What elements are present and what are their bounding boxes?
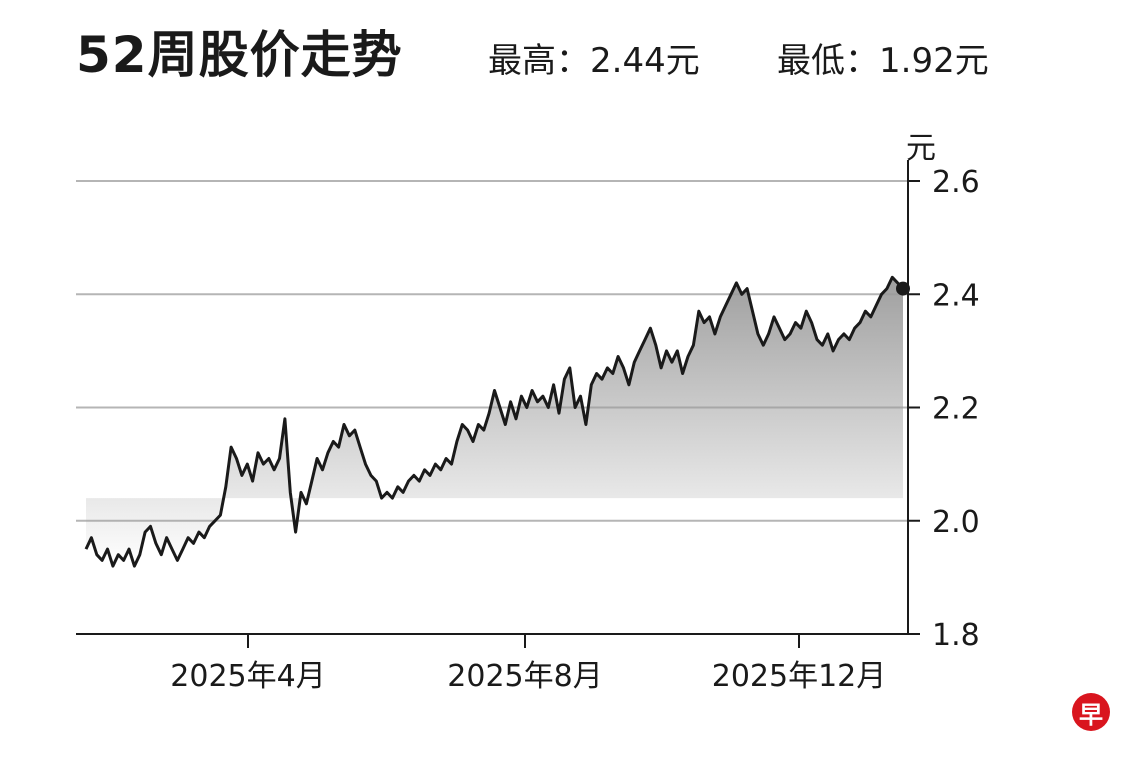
axes: [76, 160, 909, 635]
low-price-label: 最低：1.92元: [777, 41, 989, 81]
y-tick-labels: 2.6 2.4 2.2 2.0 1.8: [932, 165, 980, 653]
x-tick-label: 2025年4月: [170, 659, 325, 694]
x-tick-labels: 2025年4月 2025年8月 2025年12月: [170, 634, 886, 694]
price-area-fill: [86, 277, 903, 567]
latest-price-marker: [896, 281, 910, 296]
y-tick-label: 2.6: [932, 165, 980, 200]
chart-title: 52周股价走势: [76, 26, 403, 84]
y-tick-label: 2.2: [932, 392, 980, 427]
y-tick-label: 2.0: [932, 505, 980, 540]
y-tick-label: 2.4: [932, 278, 980, 313]
y-axis-unit: 元: [906, 131, 936, 166]
price-line: [84, 275, 905, 568]
high-price-label: 最高：2.44元: [488, 41, 700, 81]
x-tick-label: 2025年8月: [447, 659, 602, 694]
y-tick-label: 1.8: [932, 618, 980, 653]
x-tick-label: 2025年12月: [712, 659, 887, 694]
brand-logo: 早: [1072, 693, 1110, 731]
